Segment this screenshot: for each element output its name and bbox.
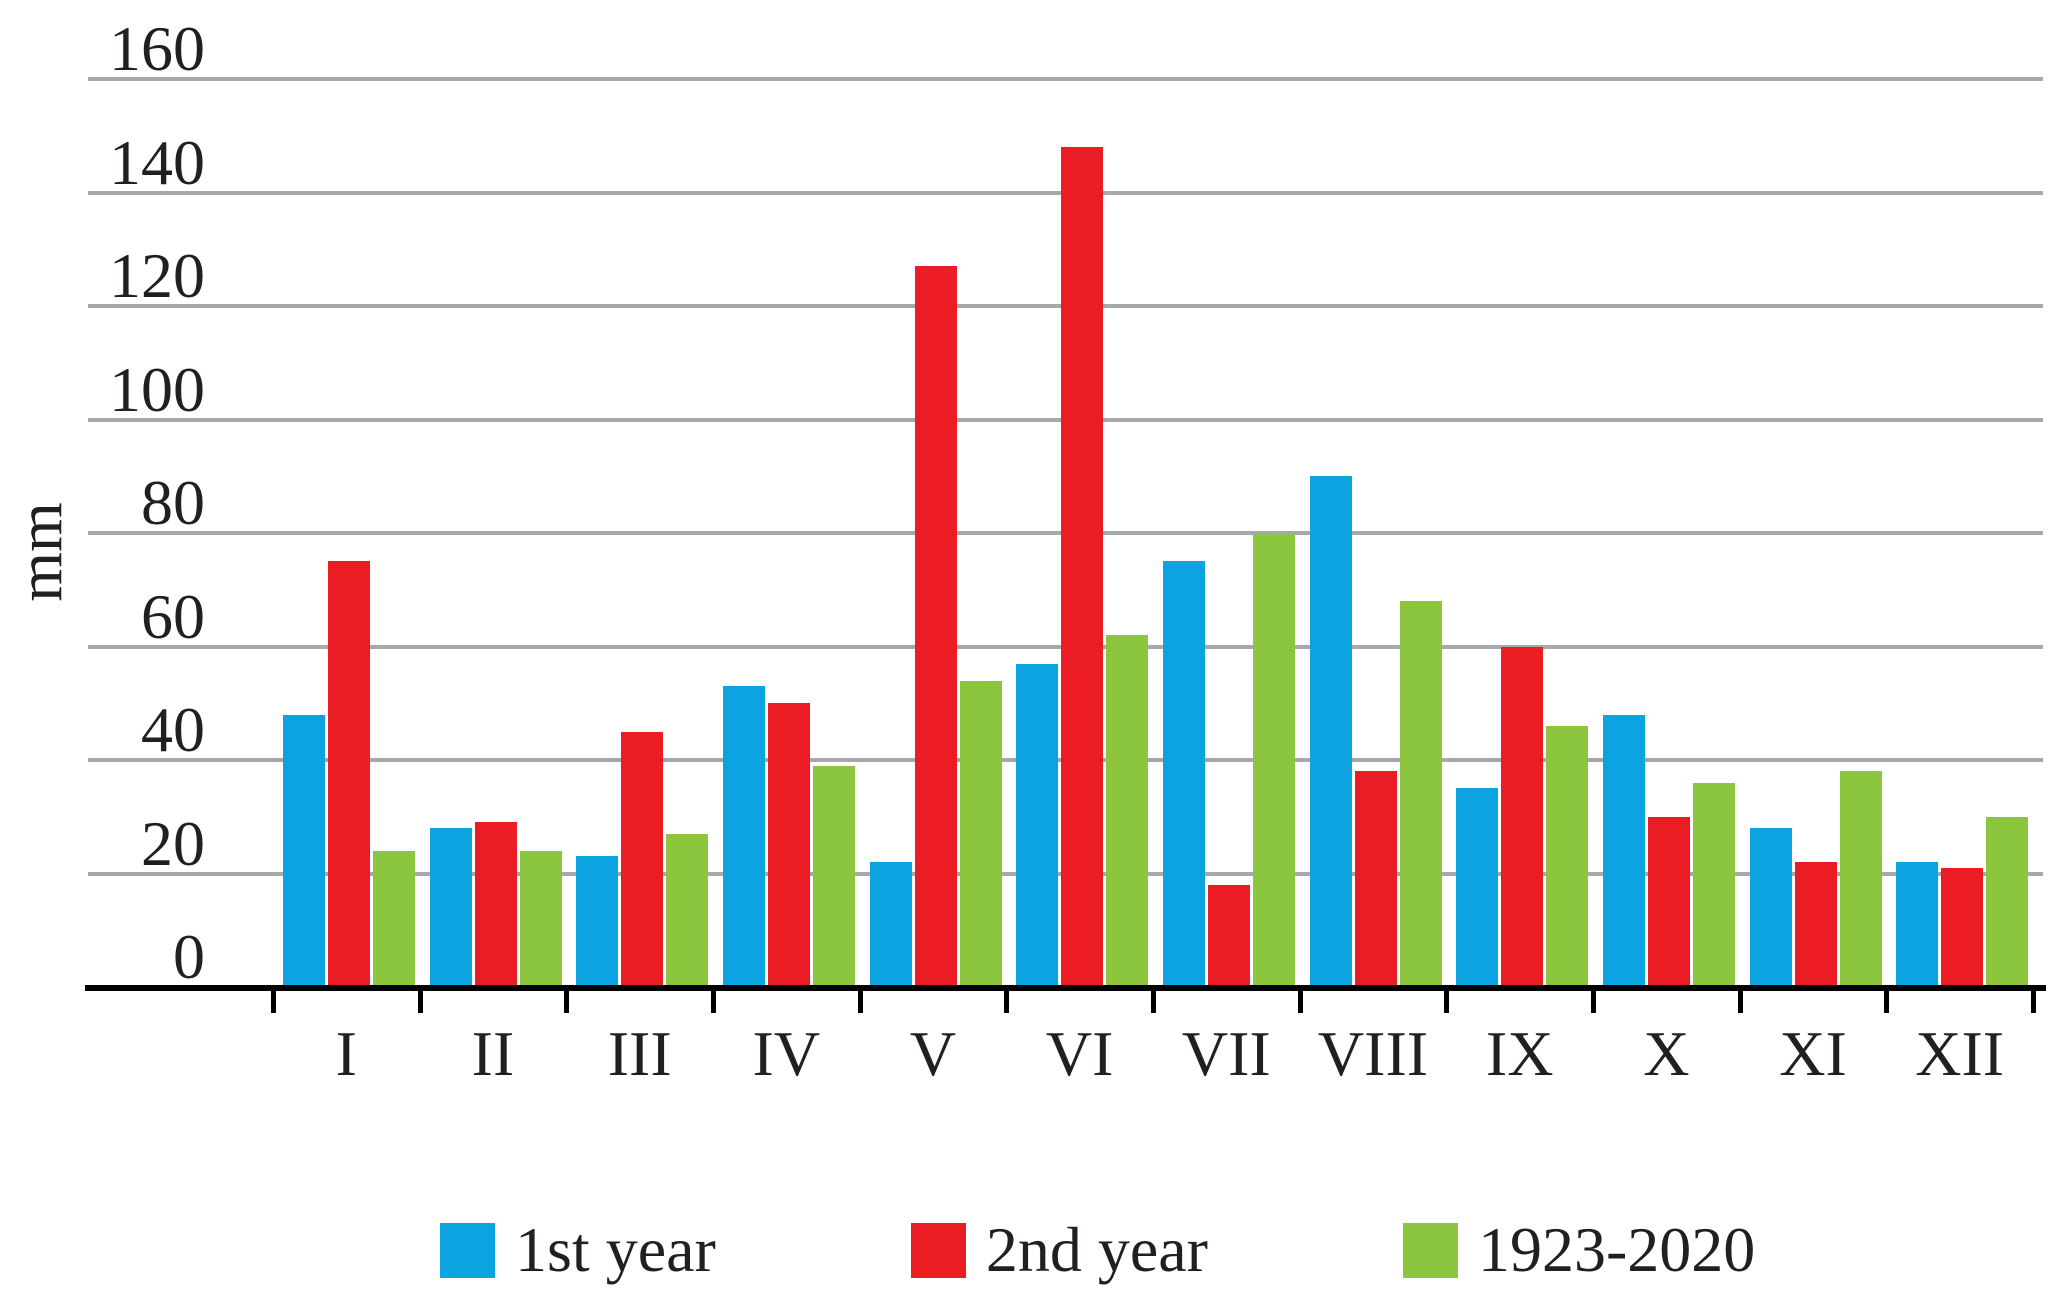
y-tick-label-80: 80 — [141, 467, 205, 538]
x-axis-tick — [2030, 991, 2036, 1013]
x-tick-label-XII: XII — [1915, 1018, 2005, 1089]
legend-label: 2nd year — [985, 1214, 1208, 1285]
legend-item-1st-year: 1st year — [440, 1218, 716, 1282]
bar-2nd-year-V — [914, 266, 957, 987]
bar-1923-2020-VII — [1252, 533, 1295, 987]
x-axis-tick — [710, 991, 716, 1013]
bar-1st-year-II — [429, 828, 472, 987]
legend-label: 1st year — [515, 1214, 716, 1285]
bar-2nd-year-VII — [1207, 884, 1250, 987]
y-tick-label-0: 0 — [173, 921, 205, 992]
bar-1923-2020-V — [959, 680, 1002, 987]
x-axis-tick — [1444, 991, 1450, 1013]
legend-swatch-icon — [440, 1222, 495, 1278]
bar-1923-2020-XI — [1839, 771, 1882, 987]
bar-2nd-year-VI — [1061, 147, 1104, 987]
x-tick-label-VIII: VIII — [1317, 1018, 1429, 1089]
bar-1923-2020-III — [666, 833, 709, 987]
x-tick-label-VI: VI — [1045, 1018, 1114, 1089]
bar-1st-year-III — [576, 856, 619, 987]
y-tick-label-40: 40 — [141, 694, 205, 765]
bar-2nd-year-X — [1647, 816, 1690, 987]
gridline-160 — [88, 77, 2043, 81]
bar-1923-2020-VI — [1106, 635, 1149, 987]
bar-1923-2020-II — [519, 850, 562, 987]
y-tick-label-140: 140 — [109, 126, 205, 198]
legend-label: 1923-2020 — [1477, 1214, 1756, 1285]
x-tick-label-IV: IV — [752, 1018, 821, 1089]
legend: 1st year 2nd year 1923-2020 — [440, 1218, 1755, 1282]
bar-2nd-year-III — [621, 731, 664, 987]
x-tick-label-V: V — [909, 1018, 957, 1089]
x-tick-label-IX: IX — [1485, 1018, 1554, 1089]
bar-1st-year-X — [1602, 714, 1645, 987]
x-axis-tick — [271, 991, 276, 1013]
bar-2nd-year-I — [328, 561, 370, 987]
legend-swatch-icon — [1402, 1222, 1458, 1278]
x-axis-tick — [1297, 991, 1303, 1013]
bar-1st-year-VII — [1162, 561, 1205, 987]
legend-swatch-icon — [910, 1222, 966, 1278]
x-tick-label-X: X — [1643, 1018, 1690, 1089]
x-axis-tick — [857, 991, 863, 1013]
bar-1923-2020-IV — [812, 765, 855, 987]
x-tick-label-III: III — [607, 1018, 672, 1089]
x-axis-tick — [1590, 991, 1596, 1013]
y-tick-label-20: 20 — [141, 807, 205, 879]
bar-2nd-year-II — [474, 822, 517, 987]
x-axis-tick — [564, 991, 570, 1013]
legend-item-2nd-year: 2nd year — [910, 1214, 1208, 1285]
x-axis-tick — [1884, 991, 1890, 1013]
x-tick-label-I: I — [335, 1018, 357, 1089]
bar-2nd-year-VIII — [1354, 771, 1397, 987]
y-tick-label-60: 60 — [141, 580, 205, 652]
x-tick-label-XI: XI — [1779, 1018, 1847, 1089]
bar-1923-2020-X — [1692, 782, 1735, 987]
bar-2nd-year-XI — [1794, 862, 1837, 987]
x-axis-tick — [1004, 991, 1010, 1013]
bar-2nd-year-IX — [1501, 646, 1544, 987]
bar-1st-year-VI — [1016, 663, 1059, 987]
x-tick-label-II: II — [471, 1018, 515, 1089]
bar-2nd-year-XII — [1941, 867, 1984, 987]
bar-1923-2020-VIII — [1399, 601, 1442, 987]
bar-1923-2020-IX — [1546, 725, 1589, 987]
bar-1923-2020-XII — [1986, 816, 2029, 987]
bar-1st-year-I — [283, 714, 325, 987]
bar-1st-year-XII — [1896, 862, 1939, 987]
x-axis-tick — [1737, 991, 1743, 1013]
x-tick-label-VII: VII — [1181, 1018, 1271, 1089]
x-axis-tick — [1150, 991, 1156, 1013]
bar-1923-2020-I — [373, 850, 415, 987]
x-axis-tick — [417, 991, 423, 1013]
bar-1st-year-IV — [722, 686, 765, 987]
y-tick-label-120: 120 — [109, 240, 205, 311]
bar-2nd-year-IV — [767, 703, 810, 987]
bar-1st-year-IX — [1456, 788, 1499, 987]
legend-item-1923-2020: 1923-2020 — [1402, 1214, 1756, 1285]
x-axis-line — [85, 985, 2046, 991]
y-tick-label-160: 160 — [109, 13, 205, 84]
y-tick-label-100: 100 — [109, 353, 205, 425]
bar-1st-year-VIII — [1309, 476, 1352, 987]
bar-1st-year-V — [869, 862, 912, 987]
bar-1st-year-XI — [1749, 828, 1792, 987]
